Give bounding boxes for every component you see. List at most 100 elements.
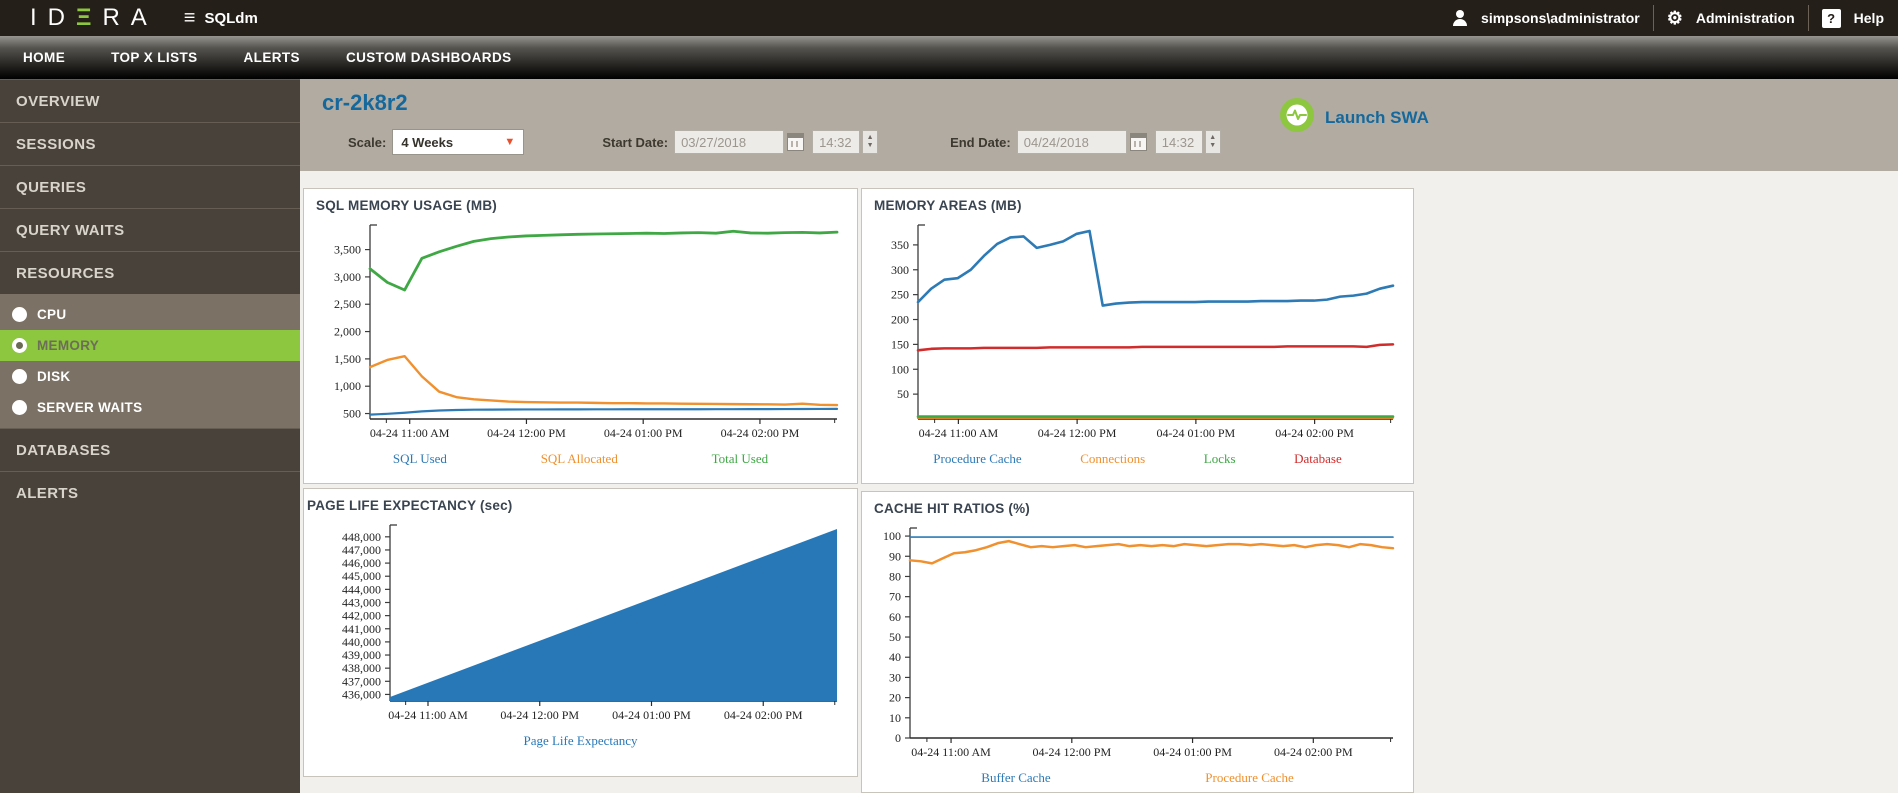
svg-text:438,000: 438,000 <box>342 661 381 675</box>
divider <box>1807 5 1809 31</box>
svg-text:04-24 01:00 PM: 04-24 01:00 PM <box>612 708 691 722</box>
panel-memory-areas: MEMORY AREAS (MB) 50 100 150 200 250 300 350 04… <box>861 188 1414 484</box>
spinner-up-icon[interactable]: ▲ <box>1209 133 1217 141</box>
legend-buffer-cache: Buffer Cache <box>981 770 1051 785</box>
svg-text:04-24 11:00 AM: 04-24 11:00 AM <box>370 426 450 440</box>
svg-text:90: 90 <box>889 549 901 563</box>
sidebar-item-resources[interactable]: RESOURCES <box>0 251 300 294</box>
legend-total-used: Total Used <box>711 451 769 466</box>
spinner-down-icon[interactable]: ▼ <box>1209 142 1217 149</box>
svg-text:10: 10 <box>889 711 901 725</box>
help-icon: ? <box>1821 8 1841 28</box>
svg-text:436,000: 436,000 <box>342 687 381 701</box>
page-title: cr-2k8r2 <box>322 90 408 115</box>
svg-text:3,500: 3,500 <box>334 243 361 257</box>
svg-text:250: 250 <box>891 288 909 302</box>
calendar-icon[interactable] <box>1129 133 1147 151</box>
legend-page-life-expectancy: Page Life Expectancy <box>523 733 638 748</box>
panel-sql-memory-usage: SQL MEMORY USAGE (MB) 500 1,000 1,500 2,000… <box>303 188 858 484</box>
svg-text:448,000: 448,000 <box>342 530 381 544</box>
app-name: SQLdm <box>204 9 258 27</box>
sidebar-item-sessions[interactable]: SESSIONS <box>0 122 300 165</box>
end-date-input[interactable] <box>1016 130 1127 154</box>
scale-select[interactable]: 4 Weeks ▼ <box>392 129 525 155</box>
sidebar-item-overview[interactable]: OVERVIEW <box>0 79 300 122</box>
svg-text:100: 100 <box>891 362 909 376</box>
menu-icon[interactable]: ≡ <box>183 6 196 29</box>
logo-text-2: RA <box>102 4 158 31</box>
svg-text:439,000: 439,000 <box>342 648 381 662</box>
administration-link[interactable]: Administration <box>1695 10 1795 26</box>
svg-text:04-24 11:00 AM: 04-24 11:00 AM <box>911 745 991 759</box>
swa-pulse-icon <box>1280 98 1314 137</box>
svg-text:445,000: 445,000 <box>342 569 381 583</box>
circle-ring-icon <box>12 338 27 353</box>
svg-text:440,000: 440,000 <box>342 635 381 649</box>
toolbar: Scale: 4 Weeks ▼ Start Date: ▲ ▼ End Dat… <box>348 127 1221 157</box>
help-link[interactable]: Help <box>1853 10 1884 26</box>
chart-legend: Buffer Cache Procedure Cache <box>862 770 1413 786</box>
svg-text:04-24 11:00 AM: 04-24 11:00 AM <box>388 708 468 722</box>
circle-icon <box>12 369 27 384</box>
time-spinner[interactable]: ▲ ▼ <box>862 130 879 154</box>
logo-text: ID <box>30 4 76 31</box>
legend-connections: Connections <box>1080 451 1146 466</box>
sidebar-subitem-cpu[interactable]: CPU <box>0 299 300 330</box>
svg-text:446,000: 446,000 <box>342 556 381 570</box>
svg-text:444,000: 444,000 <box>342 582 381 596</box>
chart-canvas-memory-areas: 50 100 150 200 250 300 350 04-24 11:00 AM 04-24 … <box>866 215 1413 450</box>
svg-text:3,000: 3,000 <box>334 270 361 284</box>
chart-legend: Page Life Expectancy <box>304 733 857 749</box>
user-name[interactable]: simpsons\administrator <box>1481 10 1640 26</box>
legend-procedure-cache: Procedure Cache <box>933 451 1022 466</box>
svg-text:443,000: 443,000 <box>342 595 381 609</box>
header-band <box>300 79 1898 171</box>
sidebar-subitem-disk[interactable]: DISK <box>0 361 300 392</box>
sidebar-item-databases[interactable]: DATABASES <box>0 428 300 471</box>
svg-text:200: 200 <box>891 313 909 327</box>
calendar-icon[interactable] <box>787 133 805 151</box>
idera-logo: ID Ξ RA <box>30 6 158 30</box>
panel-page-life-expectancy: PAGE LIFE EXPECTANCY (sec) 436,000 437,00… <box>303 488 858 777</box>
svg-text:100: 100 <box>883 529 901 543</box>
svg-text:1,500: 1,500 <box>334 352 361 366</box>
sidebar-subitem-server-waits[interactable]: SERVER WAITS <box>0 392 300 423</box>
sidebar-item-queries[interactable]: QUERIES <box>0 165 300 208</box>
spinner-down-icon[interactable]: ▼ <box>866 142 874 149</box>
start-date-input[interactable] <box>674 130 785 154</box>
sidebar-subitem-memory[interactable]: MEMORY <box>0 330 300 361</box>
svg-text:0: 0 <box>895 731 901 745</box>
svg-text:04-24 01:00 PM: 04-24 01:00 PM <box>1153 745 1232 759</box>
chart-legend: Procedure Cache Connections Locks Database <box>862 451 1413 467</box>
sidebar-item-alerts[interactable]: ALERTS <box>0 471 300 514</box>
end-time-input[interactable] <box>1154 130 1203 154</box>
nav-item-custom-dashboards[interactable]: CUSTOM DASHBOARDS <box>345 50 512 65</box>
start-date-label: Start Date: <box>602 134 669 150</box>
svg-text:04-24 12:00 PM: 04-24 12:00 PM <box>1038 426 1117 440</box>
top-bar: ID Ξ RA ≡ SQLdm simpsons\administrator ⚙ A… <box>0 0 1898 36</box>
scale-label: Scale: <box>348 134 387 150</box>
nav-item-alerts[interactable]: ALERTS <box>243 50 300 65</box>
user-icon <box>1452 10 1468 26</box>
svg-text:447,000: 447,000 <box>342 543 381 557</box>
circle-icon <box>12 400 27 415</box>
svg-text:04-24 02:00 PM: 04-24 02:00 PM <box>1274 745 1353 759</box>
launch-swa-button[interactable]: Launch SWA <box>1280 98 1429 137</box>
svg-text:04-24 01:00 PM: 04-24 01:00 PM <box>604 426 683 440</box>
launch-swa-label: Launch SWA <box>1325 107 1429 127</box>
nav-item-top-x-lists[interactable]: TOP X LISTS <box>111 50 198 65</box>
sidebar-item-query-waits[interactable]: QUERY WAITS <box>0 208 300 251</box>
svg-text:2,000: 2,000 <box>334 325 361 339</box>
svg-text:04-24 02:00 PM: 04-24 02:00 PM <box>721 426 800 440</box>
legend-locks: Locks <box>1203 451 1236 466</box>
svg-text:04-24 01:00 PM: 04-24 01:00 PM <box>1157 426 1236 440</box>
chart-canvas-cache-hit-ratios: 0 10 20 30 40 50 60 70 80 90 100 04-24 11:00 AM 04-2… <box>866 518 1413 769</box>
svg-text:40: 40 <box>889 650 901 664</box>
time-spinner[interactable]: ▲ ▼ <box>1204 130 1221 154</box>
svg-text:300: 300 <box>891 263 909 277</box>
panel-cache-hit-ratios: CACHE HIT RATIOS (%) 0 10 20 30 40 50 60 70 80 90… <box>861 491 1414 793</box>
nav-item-home[interactable]: HOME <box>23 50 66 65</box>
spinner-up-icon[interactable]: ▲ <box>866 133 874 141</box>
logo-e-bars-icon: Ξ <box>76 4 103 31</box>
start-time-input[interactable] <box>812 130 861 154</box>
